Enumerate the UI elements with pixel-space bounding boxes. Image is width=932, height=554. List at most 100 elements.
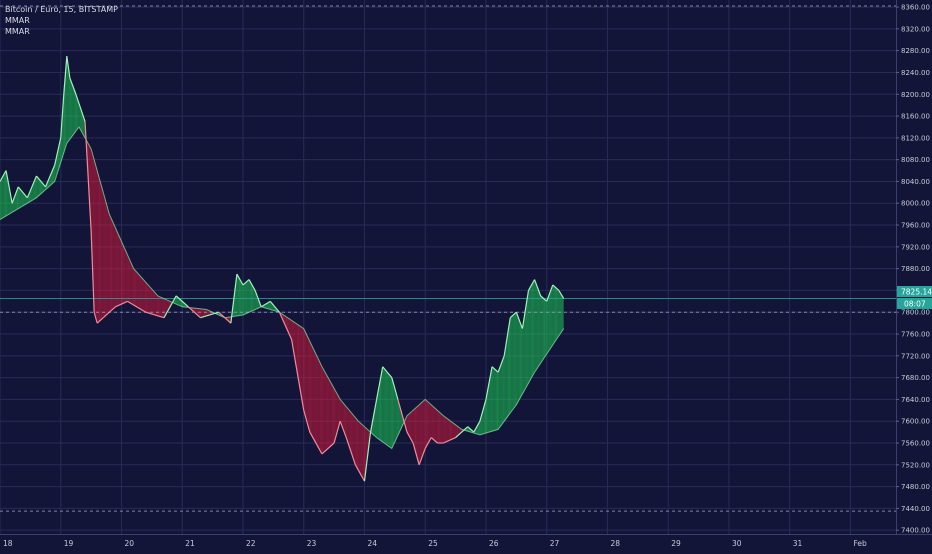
y-tick-label: 8320.00 [901, 25, 930, 33]
y-tick-label: 7760.00 [901, 331, 930, 339]
price-segment [521, 290, 530, 329]
price-segment [290, 339, 305, 411]
y-tick-label: 7520.00 [901, 461, 930, 469]
price-segment [90, 230, 95, 313]
symbol-label[interactable]: Bitcoin / Euro, 15, BITSTAMP [5, 5, 118, 14]
y-tick-label: 8360.00 [901, 4, 930, 12]
x-tick-label: 25 [428, 539, 438, 548]
chart-legend: Bitcoin / Euro, 15, BITSTAMP MMAR MMAR [5, 4, 118, 37]
price-segment [35, 175, 47, 188]
price-segment [0, 170, 7, 182]
price-segment [93, 312, 98, 324]
y-tick-label: 8000.00 [901, 200, 930, 208]
y-tick-label: 8280.00 [901, 47, 930, 55]
price-segment [60, 94, 65, 138]
x-tick-label: 28 [610, 539, 620, 548]
price-segment [333, 421, 341, 444]
price-segment [369, 399, 378, 433]
price-segment [230, 274, 238, 324]
price-segment [485, 366, 493, 400]
y-tick-label: 7640.00 [901, 396, 930, 404]
price-segment [321, 442, 335, 455]
y-tick-label: 8160.00 [901, 113, 930, 121]
x-tick-label: 31 [793, 539, 803, 548]
countdown-box [897, 298, 932, 309]
price-segment [467, 426, 475, 433]
y-tick-label: 7560.00 [901, 440, 930, 448]
price-segment [339, 420, 347, 438]
x-tick-label: 22 [246, 539, 256, 548]
x-tick-label: 18 [3, 539, 13, 548]
price-segment [455, 426, 469, 438]
price-segment [515, 312, 523, 329]
indicator-label-1[interactable]: MMAR [5, 16, 30, 25]
x-tick-label: 29 [671, 539, 681, 548]
price-segment [242, 279, 250, 286]
price-segment [5, 170, 13, 204]
price-segment [382, 366, 393, 378]
price-tag: 7825.14 08:07 [897, 286, 932, 309]
price-segment [479, 399, 487, 422]
price-segment [175, 295, 189, 308]
price-segment [115, 300, 128, 308]
price-segment [163, 295, 177, 318]
price-segment [558, 290, 565, 299]
price-segment [443, 437, 456, 444]
price-segment [491, 366, 499, 373]
price-segment [354, 464, 365, 482]
price-segment [497, 355, 505, 373]
x-tick-label: 21 [185, 539, 195, 548]
price-segment [278, 311, 293, 340]
x-tick-label: Feb [853, 539, 867, 548]
price-segment [552, 284, 560, 291]
price-segment [406, 431, 414, 444]
y-tick-label: 7400.00 [901, 527, 930, 535]
price-segment [503, 317, 511, 356]
price-segment [303, 410, 311, 433]
price-segment [84, 121, 92, 231]
x-tick-label: 27 [550, 539, 560, 548]
price-segment [63, 56, 68, 95]
x-tick-label: 20 [124, 539, 134, 548]
x-tick-label: 23 [307, 539, 317, 548]
price-segment [397, 399, 408, 433]
indicator-label-2[interactable]: MMAR [5, 27, 30, 36]
y-tick-label: 8120.00 [901, 134, 930, 142]
y-tick-label: 7680.00 [901, 374, 930, 382]
price-segment [248, 279, 256, 291]
price-segment [309, 431, 323, 455]
y-tick-label: 8040.00 [901, 178, 930, 186]
price-segment [145, 311, 165, 319]
price-segment [391, 377, 399, 400]
price-segment [509, 311, 517, 319]
price-segment [473, 420, 481, 433]
time-axis[interactable]: 18 19 20 21 22 23 24 25 26 27 28 29 30 31 Feb [3, 539, 867, 548]
y-tick-label: 7880.00 [901, 265, 930, 273]
price-segment [102, 306, 116, 319]
y-tick-label: 7440.00 [901, 505, 930, 513]
x-tick-label: 24 [367, 539, 377, 548]
price-segment [69, 77, 77, 95]
price-segment [17, 186, 28, 199]
series-lines [0, 56, 565, 482]
price-segment [430, 437, 438, 444]
price-segment [66, 56, 71, 79]
price-segment [96, 317, 104, 324]
y-tick-label: 8240.00 [901, 69, 930, 77]
price-segment [424, 437, 432, 449]
y-tick-label: 7800.00 [901, 309, 930, 317]
slow-average-line [0, 126, 565, 450]
price-tag-value: 7825.14 [901, 288, 932, 297]
price-segment [534, 279, 542, 297]
price-segment [127, 300, 147, 313]
price-segment [45, 164, 56, 188]
horizontal-levels [0, 5, 896, 512]
price-segment [236, 273, 244, 286]
y-tick-label: 7960.00 [901, 222, 930, 230]
price-segment [363, 432, 372, 482]
price-segment [345, 437, 356, 465]
x-tick-label: 30 [732, 539, 742, 548]
